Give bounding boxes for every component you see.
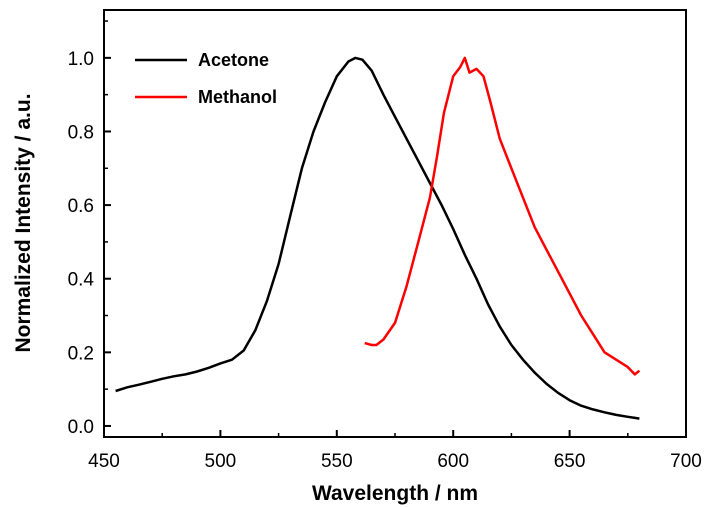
legend: Acetone Methanol xyxy=(135,50,277,107)
x-tick-label: 500 xyxy=(205,451,237,472)
y-tick-label: 1.0 xyxy=(68,49,94,70)
x-tick-label: 450 xyxy=(88,451,120,472)
y-tick-label: 0.8 xyxy=(68,122,94,143)
series-line-acetone xyxy=(115,56,640,420)
x-axis: 450 500 550 600 650 700 xyxy=(88,430,702,472)
legend-label-methanol: Methanol xyxy=(198,87,277,107)
y-tick-label: 0.0 xyxy=(68,417,94,438)
x-tick-label: 700 xyxy=(670,451,702,472)
y-axis: 0.0 0.2 0.4 0.6 0.8 1.0 xyxy=(68,20,111,438)
x-tick-label: 550 xyxy=(321,451,353,472)
y-tick-label: 0.4 xyxy=(68,270,95,291)
y-tick-label: 0.2 xyxy=(68,343,94,364)
x-axis-title: Wavelength / nm xyxy=(312,482,478,505)
series-layer xyxy=(115,56,641,420)
y-tick-label: 0.6 xyxy=(68,196,94,217)
series-line-methanol xyxy=(364,56,641,376)
x-tick-label: 650 xyxy=(554,451,586,472)
y-axis-title: Normalized Intensity / a.u. xyxy=(12,93,35,352)
legend-label-acetone: Acetone xyxy=(198,50,269,70)
x-tick-label: 600 xyxy=(437,451,469,472)
